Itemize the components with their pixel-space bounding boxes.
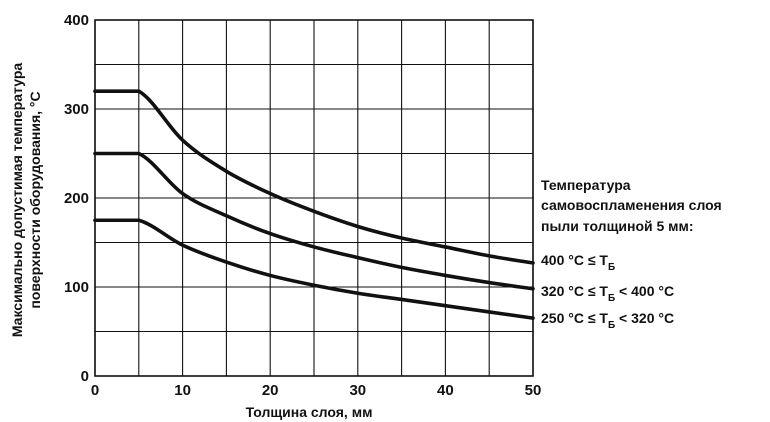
plot-frame: [94, 19, 534, 377]
x-tick-label: 10: [174, 382, 191, 399]
legend-entry-2: 320 °С ≤ TБ < 400 °С: [541, 283, 674, 304]
y-tick-label: 100: [64, 279, 89, 296]
y-axis-label-line-2: поверхности оборудования, °С: [27, 91, 43, 308]
series-line-3: [93, 218, 535, 320]
x-tick-label: 50: [525, 382, 542, 399]
series-line-1: [93, 89, 535, 265]
legend-title-line-2: самовоспламенения слоя: [541, 197, 722, 213]
legend-entry-3: 250 °С ≤ TБ < 320 °С: [541, 310, 674, 331]
grid: [94, 19, 534, 377]
y-tick-label: 200: [64, 190, 89, 207]
x-tick-label: 30: [349, 382, 366, 399]
x-tick-label: 0: [91, 382, 99, 399]
tick-labels: 0 10 20 30 40 50 0 100 200 300 400: [64, 12, 541, 399]
series-lines: [93, 89, 535, 320]
x-tick-label: 40: [437, 382, 454, 399]
x-tick-label: 20: [262, 382, 279, 399]
y-tick-label: 300: [64, 101, 89, 118]
x-axis-label: Толщина слоя, мм: [246, 404, 373, 420]
y-tick-label: 0: [81, 368, 89, 385]
y-tick-label: 400: [64, 12, 89, 29]
legend-entry-1: 400 °С ≤ TБ: [541, 252, 615, 273]
series-line-2: [93, 151, 535, 291]
legend-title-line-1: Температура: [541, 177, 631, 193]
legend-title-line-3: пыли толщиной 5 мм:: [541, 218, 694, 234]
legend-entries: 400 °С ≤ TБ 320 °С ≤ TБ < 400 °С 250 °С ≤ …: [541, 252, 674, 331]
y-axis-label-line-1: Максимально допустимая температура: [9, 63, 25, 338]
legend: Температура самовоспламенения слоя пыли …: [541, 177, 722, 331]
y-axis-label: Максимально допустимая температура повер…: [9, 63, 43, 338]
